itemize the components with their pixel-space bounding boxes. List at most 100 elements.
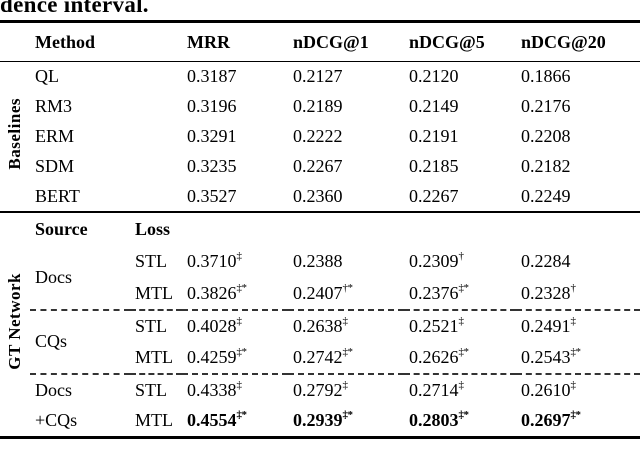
gt-network-label-cell: GT Network: [0, 210, 30, 438]
significance-marker: ‡*: [342, 345, 354, 358]
source-cell: Docs: [30, 372, 130, 406]
table-row: RM3 0.3196 0.2189 0.2149 0.2176: [0, 92, 640, 122]
loss-cell: MTL: [135, 282, 173, 303]
significance-marker: ‡: [458, 378, 465, 391]
value-cell: 0.3527: [187, 185, 237, 206]
metric-value: 0.2376: [409, 282, 459, 303]
value-cell: 0.2191: [409, 126, 459, 146]
subheader-source: Source: [30, 210, 130, 246]
significance-marker: ‡*: [236, 345, 248, 358]
loss-cell: STL: [130, 372, 182, 406]
baselines-section: Baselines QL 0.3187 0.2127 0.2120 0.1866 RM3 0.…: [0, 62, 640, 212]
table-row: Docs STL 0.3710‡ 0.2388 0.2309† 0.2284: [0, 246, 640, 287]
value-cell: 0.2742‡*: [288, 342, 404, 374]
value-cell: 0.2939‡*: [288, 406, 404, 438]
value-cell: 0.2249: [521, 185, 571, 206]
loss-cell: MTL: [135, 410, 173, 431]
metric-value: 0.2638: [293, 315, 343, 336]
value-cell: 0.1866: [521, 66, 571, 87]
source-cell: +CQs: [35, 410, 78, 431]
source-cell: Docs: [35, 266, 72, 287]
column-header-mrr: MRR: [182, 21, 288, 62]
table-row: BERT 0.3527 0.2360 0.2267 0.2249: [0, 182, 640, 212]
significance-marker: †*: [342, 281, 354, 294]
value-cell: 0.2149: [409, 96, 459, 116]
method-cell: ERM: [35, 126, 75, 146]
value-cell: 0.2407†*: [288, 278, 404, 310]
metric-value: 0.4259: [187, 346, 237, 367]
column-header-ndcg20: nDCG@20: [516, 21, 640, 62]
value-cell: 0.2543‡*: [516, 342, 640, 374]
value-cell: 0.2284: [516, 246, 640, 278]
table-row: MTL 0.3826‡* 0.2407†* 0.2376‡* 0.2328†: [0, 278, 640, 310]
empty-cell: [288, 210, 404, 246]
table-row: Docs STL 0.4338‡ 0.2792‡ 0.2714‡ 0.2610‡: [0, 372, 640, 406]
metric-value: 0.2939: [293, 410, 343, 431]
empty-cell: [516, 210, 640, 246]
metric-value: 0.3710: [187, 251, 237, 271]
gt-network-label: GT Network: [5, 273, 24, 371]
metric-value: 0.2626: [409, 346, 459, 367]
value-cell: 0.2610‡: [516, 372, 640, 406]
value-cell: 0.2127: [293, 66, 343, 87]
metric-value: 0.2610: [521, 379, 571, 400]
value-cell: 0.2222: [293, 126, 343, 146]
metric-value: 0.2742: [293, 346, 343, 367]
value-cell: 0.2491‡: [516, 308, 640, 342]
value-cell: 0.2120: [409, 66, 459, 87]
significance-marker: ‡: [342, 378, 349, 391]
value-cell: 0.3291: [187, 126, 237, 146]
table-row: +CQs MTL 0.4554‡* 0.2939‡* 0.2803‡* 0.2697‡*: [0, 406, 640, 438]
table-row: ERM 0.3291 0.2222 0.2191 0.2208: [0, 122, 640, 152]
value-cell: 0.4338‡: [182, 372, 288, 406]
method-cell: RM3: [35, 96, 73, 116]
table-row: CQs STL 0.4028‡ 0.2638‡ 0.2521‡ 0.2491‡: [0, 308, 640, 374]
metric-value: 0.2491: [521, 315, 571, 336]
source-cell: CQs: [30, 308, 130, 374]
value-cell: 0.2626‡*: [404, 342, 516, 374]
value-cell: 0.2638‡: [288, 308, 404, 342]
significance-marker: ‡*: [570, 345, 582, 358]
method-cell: QL: [35, 66, 59, 87]
metric-value: 0.2697: [521, 410, 571, 431]
value-cell: 0.2176: [521, 96, 571, 116]
value-cell: 0.2792‡: [288, 372, 404, 406]
significance-marker: ‡: [342, 314, 349, 327]
loss-cell: MTL: [135, 346, 173, 367]
value-cell: 0.2376‡*: [404, 278, 516, 310]
subheader-loss: Loss: [130, 210, 182, 246]
value-cell: 0.4554‡*: [182, 406, 288, 438]
empty-cell: [182, 210, 288, 246]
baselines-label: Baselines: [5, 97, 24, 170]
column-header-ndcg1: nDCG@1: [288, 21, 404, 62]
value-cell: 0.2185: [409, 156, 459, 176]
method-cell: SDM: [35, 156, 75, 176]
metric-value: 0.2388: [293, 251, 343, 271]
metric-value: 0.4554: [187, 410, 237, 431]
significance-marker: ‡*: [342, 409, 354, 422]
value-cell: 0.2388: [288, 246, 404, 278]
value-cell: 0.2267: [409, 185, 459, 206]
significance-marker: ‡: [570, 314, 577, 327]
column-header-ndcg5: nDCG@5: [404, 21, 516, 62]
significance-marker: ‡: [570, 378, 577, 391]
results-table: Method MRR nDCG@1 nDCG@5 nDCG@20 Baselin…: [0, 20, 640, 439]
value-cell: 0.2267: [293, 156, 343, 176]
significance-marker: ‡*: [236, 281, 248, 294]
value-cell: 0.3710‡: [182, 246, 288, 278]
loss-cell: STL: [130, 308, 182, 342]
value-cell: 0.2360: [293, 185, 343, 206]
metric-value: 0.2803: [409, 410, 459, 431]
value-cell: 0.2697‡*: [516, 406, 640, 438]
metric-value: 0.2284: [521, 251, 571, 271]
table-row: MTL 0.4259‡* 0.2742‡* 0.2626‡* 0.2543‡*: [0, 342, 640, 374]
significance-marker: †: [458, 250, 465, 262]
significance-marker: ‡: [458, 314, 465, 327]
header-spacer: [0, 21, 30, 62]
significance-marker: ‡: [236, 378, 243, 391]
significance-marker: ‡*: [236, 409, 248, 422]
metric-value: 0.2328: [521, 282, 571, 303]
value-cell: 0.3235: [187, 156, 237, 176]
caption-fragment: dence interval.: [0, 0, 149, 17]
value-cell: 0.2521‡: [404, 308, 516, 342]
